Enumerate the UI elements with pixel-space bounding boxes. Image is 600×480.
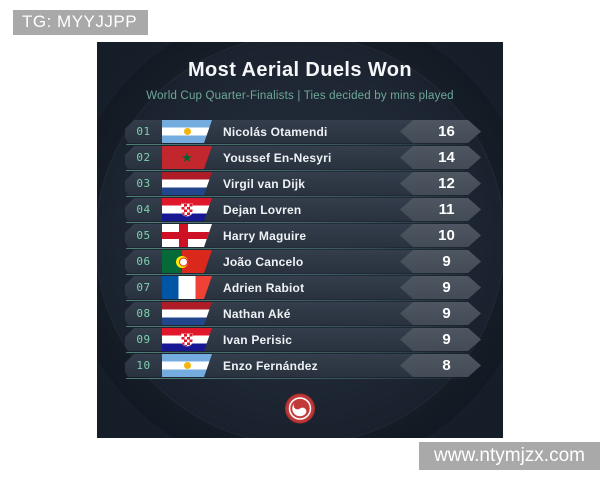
- page-subtitle: World Cup Quarter-Finalists | Ties decid…: [146, 90, 454, 102]
- duels-value: 8: [400, 354, 481, 377]
- ranking-row: 10 Enzo Fernández 8: [125, 354, 481, 379]
- rank-label: 01: [136, 125, 151, 138]
- rank-label: 04: [136, 203, 151, 216]
- rank-label: 09: [136, 333, 151, 346]
- ranking-row: 09 Ivan Perisic 9: [125, 328, 481, 353]
- player-name: Nicolás Otamendi: [223, 124, 328, 139]
- swirl-crest-logo-icon: [284, 393, 316, 424]
- ranking-row: 05 Harry Maguire 10: [125, 224, 481, 249]
- rank-label: 10: [136, 359, 151, 372]
- flag-icon: [162, 328, 212, 351]
- player-name: Dejan Lovren: [223, 202, 302, 217]
- tg-channel-badge: TG: MYYJJPP: [13, 10, 149, 35]
- rank-label: 07: [136, 281, 151, 294]
- duels-value: 9: [400, 250, 481, 273]
- duels-value: 16: [400, 120, 481, 143]
- flag-icon: [162, 302, 212, 325]
- duels-value: 10: [400, 224, 481, 247]
- ranking-row: 03 Virgil van Dijk 12: [125, 172, 481, 197]
- rank-label: 05: [136, 229, 151, 242]
- duels-value: 9: [400, 276, 481, 299]
- watermark-badge: www.ntymjzx.com: [419, 442, 600, 470]
- rank-label: 02: [136, 151, 151, 164]
- player-name: Harry Maguire: [223, 228, 307, 243]
- duels-value: 12: [400, 172, 481, 195]
- flag-icon: [162, 276, 212, 299]
- ranking-list: 01 Nicolás Otamendi 16 02 Youssef En-Nes…: [125, 120, 481, 380]
- infographic-card: Most Aerial Duels Won World Cup Quarter-…: [97, 42, 503, 438]
- flag-icon: [162, 354, 212, 377]
- rank-label: 03: [136, 177, 151, 190]
- page-title: Most Aerial Duels Won: [188, 59, 412, 81]
- player-name: Virgil van Dijk: [223, 176, 306, 191]
- flag-icon: [162, 172, 212, 195]
- ranking-row: 02 Youssef En-Nesyri 14: [125, 146, 481, 171]
- duels-value: 14: [400, 146, 481, 169]
- player-name: Adrien Rabiot: [223, 280, 305, 295]
- ranking-row: 07 Adrien Rabiot 9: [125, 276, 481, 301]
- player-name: Enzo Fernández: [223, 358, 318, 373]
- rank-label: 06: [136, 255, 151, 268]
- ranking-row: 08 Nathan Aké 9: [125, 302, 481, 327]
- ranking-row: 06 João Cancelo 9: [125, 250, 481, 275]
- ranking-row: 01 Nicolás Otamendi 16: [125, 120, 481, 145]
- flag-icon: [162, 120, 212, 143]
- player-name: João Cancelo: [223, 254, 304, 269]
- flag-icon: [162, 198, 212, 221]
- flag-icon: [162, 224, 212, 247]
- duels-value: 9: [400, 328, 481, 351]
- rank-label: 08: [136, 307, 151, 320]
- flag-icon: [162, 146, 212, 169]
- player-name: Ivan Perisic: [223, 332, 293, 347]
- duels-value: 11: [400, 198, 481, 221]
- flag-icon: [162, 250, 212, 273]
- duels-value: 9: [400, 302, 481, 325]
- ranking-row: 04 Dejan Lovren 11: [125, 198, 481, 223]
- player-name: Youssef En-Nesyri: [223, 150, 332, 165]
- player-name: Nathan Aké: [223, 306, 291, 321]
